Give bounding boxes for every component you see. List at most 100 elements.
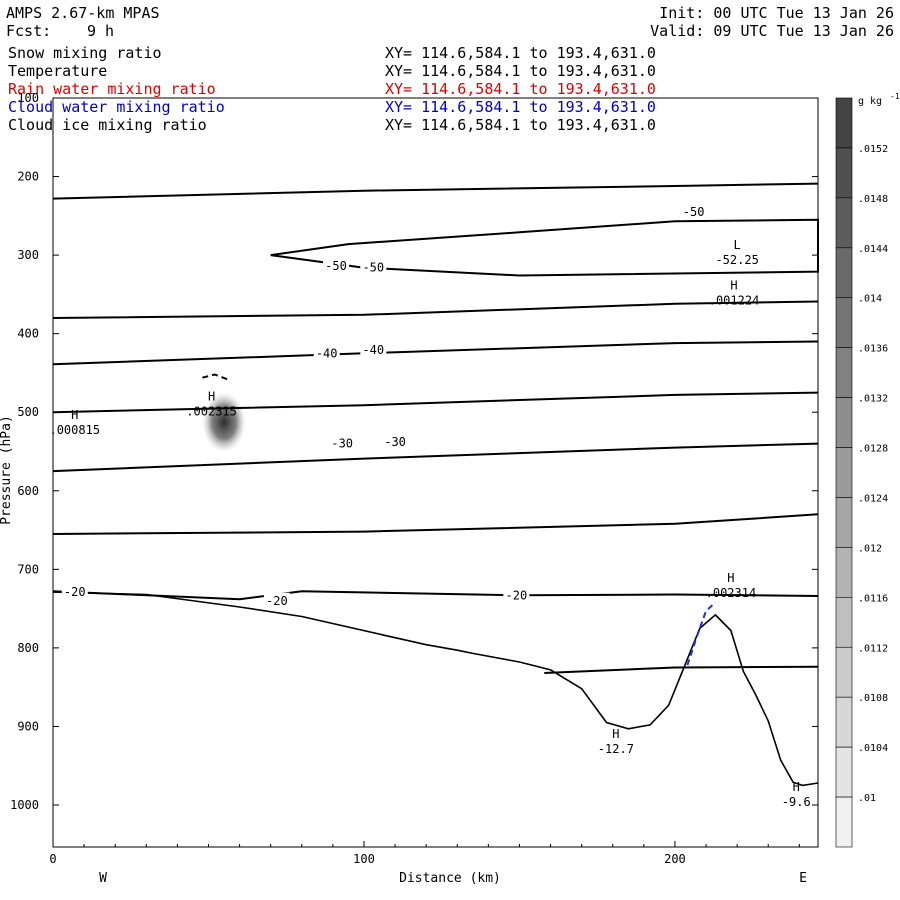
terrain-profile [52,591,819,787]
extremum-value: -9.6 [782,795,811,809]
contour-label: -50 [362,261,384,275]
temperature-isotherm [52,182,819,200]
colorbar-swatch [835,297,853,348]
extremum-marker: H [208,389,215,403]
contour-label: -50 [683,205,705,219]
extremum-marker: H [730,279,737,293]
colorbar-swatch [835,497,853,548]
temperature-isotherm [52,300,819,319]
cloud-ice-contour [202,373,228,381]
contour-label-bg [360,342,387,357]
contour-label: -20 [64,585,86,599]
colorbar-label: .01 [858,793,876,804]
colorbar-label: .0112 [858,643,888,654]
colorbar-swatch [835,646,853,698]
colorbar-swatch [835,397,853,448]
y-tick-label: 300 [17,248,39,262]
field-name-cloud-ice: Cloud ice mixing ratio [8,116,207,134]
field-xy-cloud-ice: XY= 114.6,584.1 to 193.4,631.0 [385,116,656,134]
contour-label: -30 [384,435,406,449]
contour-label-bg [503,587,530,602]
field-name-cloud-water: Cloud water mixing ratio [8,98,225,116]
field-xy-temperature: XY= 114.6,584.1 to 193.4,631.0 [385,62,656,80]
temperature-isotherm [52,590,819,601]
field-name-temperature: Temperature [8,62,108,80]
y-tick-label: 1000 [10,798,39,812]
extremum-marker: H [727,571,734,585]
valid-time: Valid: 09 UTC Tue 13 Jan 26 [650,22,894,40]
contour-label-bg [382,434,409,449]
colorbar-swatch [835,447,853,498]
colorbar-swatch [835,547,853,598]
colorbar-unit-exponent: -1 [890,92,900,101]
temperature-isotherm [52,340,819,366]
field-xy-cloud-water: XY= 114.6,584.1 to 193.4,631.0 [385,98,656,116]
y-tick-label: 200 [17,170,39,184]
contour-label-bg [313,345,340,360]
extremum-value: .001224 [709,294,760,308]
temperature-isotherm [52,391,819,414]
forecast-label: Fcst: [6,22,52,40]
temperature-isotherm [52,513,819,535]
x-axis-title: Distance (km) [399,871,501,886]
extremum-value: .000815 [49,423,100,437]
x-tick-label: 100 [353,852,375,866]
y-tick-label: 700 [17,562,39,576]
colorbar-swatch [835,796,853,848]
field-name-snow: Snow mixing ratio [8,44,162,62]
extremum-value: .002315 [186,404,237,418]
temperature-isotherm [52,442,819,473]
extremum-marker: H [793,780,800,794]
field-xy-snow: XY= 114.6,584.1 to 193.4,631.0 [385,44,656,62]
contour-label-bg [680,203,707,218]
colorbar-label: .0132 [858,394,888,405]
y-tick-label: 900 [17,719,39,733]
forecast-value: 9 h [87,22,115,40]
extremum-marker: H [71,408,78,422]
west-label: W [99,871,107,886]
contour-label-bg [360,259,387,274]
colorbar-swatch [835,746,853,798]
colorbar-label: .0152 [858,144,888,155]
x-tick-label: 200 [664,852,686,866]
colorbar-swatch [835,597,853,648]
x-tick-label: 0 [49,852,56,866]
colorbar-unit: g kg [858,96,882,107]
contour-label: -30 [331,437,353,451]
y-tick-label: 800 [17,641,39,655]
colorbar-swatch [835,347,853,398]
colorbar-label: .0108 [858,693,888,704]
contour-label-bg [329,435,356,450]
contour-label: -20 [266,594,288,608]
y-tick-label: 500 [17,405,39,419]
contour-label: -40 [362,343,384,357]
field-xy-rain: XY= 114.6,584.1 to 193.4,631.0 [385,80,656,98]
colorbar-label: .014 [858,294,882,305]
contour-label: -20 [506,588,528,602]
y-tick-label: 400 [17,327,39,341]
extremum-marker: L [734,238,741,252]
east-label: E [799,871,807,886]
extremum-value: -12.7 [598,742,634,756]
colorbar-swatch [835,696,853,748]
colorbar-label: .0104 [858,743,888,754]
contour-label-bg [322,258,349,273]
contour-label-bg [263,592,290,607]
colorbar-swatch [835,147,853,199]
extremum-value: .002314 [706,586,757,600]
plot-frame [52,97,819,848]
colorbar-swatch [835,97,853,149]
colorbar-label: .0116 [858,593,888,604]
colorbar-label: .0128 [858,444,888,455]
contour-label: -40 [316,346,338,360]
temperature-isotherm [544,665,819,674]
model-title: AMPS 2.67-km MPAS [6,4,160,22]
field-name-rain: Rain water mixing ratio [8,80,216,98]
y-axis-title: Pressure (hPa) [0,415,14,525]
contour-label-bg [61,584,88,599]
colorbar-swatch [835,247,853,299]
colorbar-label: .0136 [858,344,888,355]
init-time: Init: 00 UTC Tue 13 Jan 26 [659,4,894,22]
extremum-value: -52.25 [715,253,758,267]
